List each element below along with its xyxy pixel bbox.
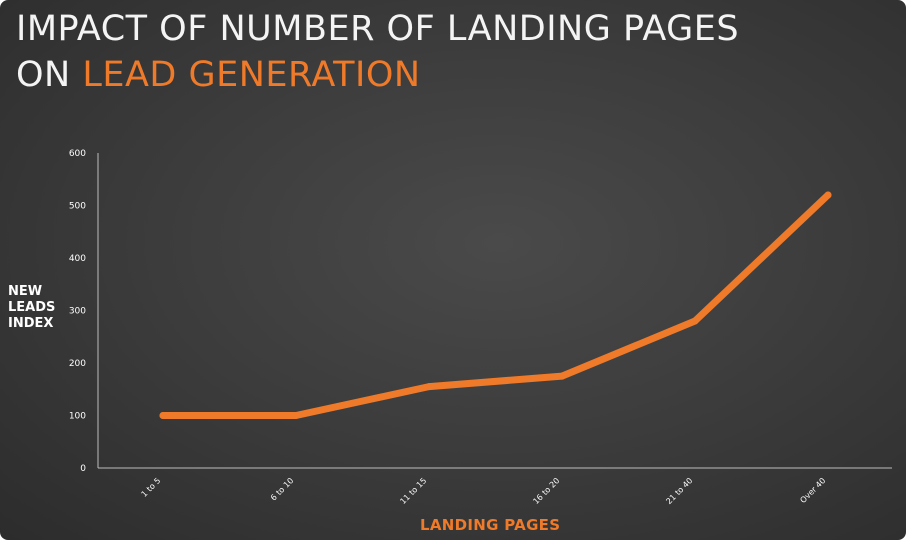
- data-point: [824, 191, 832, 199]
- title-line-2-prefix: ON: [16, 55, 83, 95]
- y-tick-label: 600: [69, 149, 86, 159]
- y-axis-label: NEW LEADS INDEX: [8, 284, 78, 332]
- y-tick-label: 500: [69, 202, 86, 212]
- x-tick-label: Over 40: [798, 476, 827, 505]
- x-tick-label: 21 to 40: [664, 476, 694, 506]
- y-axis-label-line-1: NEW: [8, 284, 43, 299]
- y-tick-label: 300: [69, 307, 86, 317]
- title-line-2-accent: LEAD GENERATION: [82, 55, 421, 95]
- x-tick-label: 6 to 10: [269, 476, 295, 502]
- y-tick-label: 0: [80, 464, 86, 474]
- data-point: [558, 372, 566, 380]
- data-point: [425, 383, 433, 391]
- y-tick-label: 200: [69, 359, 86, 369]
- x-tick-label: 16 to 20: [531, 476, 561, 506]
- x-tick-label: 11 to 15: [398, 476, 428, 506]
- chart-title: IMPACT OF NUMBER OF LANDING PAGES ON LEA…: [16, 6, 739, 98]
- data-point: [292, 412, 300, 419]
- data-point: [691, 317, 699, 325]
- y-tick-label: 100: [69, 412, 86, 422]
- x-axis-label: LANDING PAGES: [420, 516, 561, 534]
- data-point: [159, 412, 167, 419]
- y-tick-label: 400: [69, 254, 86, 264]
- x-tick-label: 1 to 5: [140, 476, 163, 499]
- title-line-1: IMPACT OF NUMBER OF LANDING PAGES: [16, 9, 740, 49]
- y-axis-label-line-2: LEADS: [8, 300, 56, 315]
- series-line: [159, 191, 832, 419]
- y-axis-label-line-3: INDEX: [8, 316, 54, 331]
